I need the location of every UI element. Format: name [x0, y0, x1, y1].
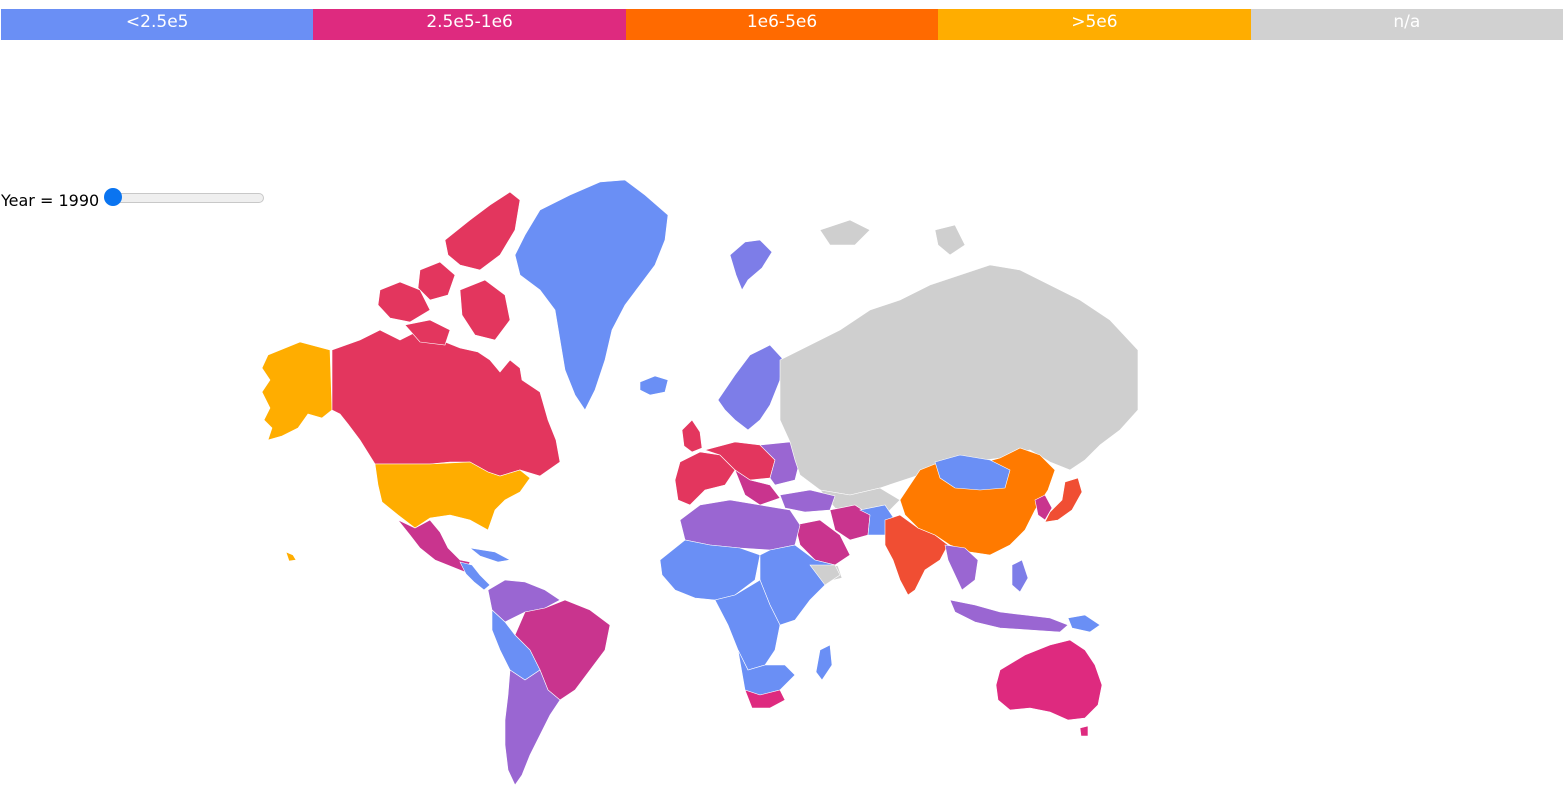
region-canada[interactable] — [331, 329, 561, 477]
region-greenland[interactable] — [514, 179, 669, 411]
region-central-africa[interactable] — [714, 579, 781, 671]
color-legend: <2.5e5 2.5e5-1e6 1e6-5e6 >5e6 n/a — [1, 9, 1564, 40]
region-horn-africa[interactable] — [809, 564, 841, 586]
region-caribbean[interactable] — [468, 547, 511, 563]
year-label-prefix: Year = — [1, 190, 59, 210]
year-value: 1990 — [58, 190, 100, 210]
region-japan[interactable] — [1044, 477, 1083, 523]
region-tasmania[interactable] — [1079, 725, 1089, 737]
region-central-america[interactable] — [459, 561, 491, 591]
region-png[interactable] — [1067, 614, 1101, 633]
year-slider-thumb[interactable] — [104, 187, 123, 206]
region-russia-islands-2[interactable] — [934, 224, 966, 256]
legend-item-gt-5e6[interactable]: >5e6 — [938, 9, 1251, 40]
region-canada-islands-3[interactable] — [444, 191, 521, 271]
region-canada-islands-1[interactable] — [377, 281, 431, 323]
region-southeast-asia[interactable] — [944, 544, 979, 591]
region-france-spain[interactable] — [674, 451, 736, 506]
region-south-africa[interactable] — [744, 689, 786, 709]
year-slider-track[interactable] — [104, 187, 265, 206]
region-scandinavia[interactable] — [717, 344, 783, 431]
legend-item-1e6-5e6[interactable]: 1e6-5e6 — [625, 9, 939, 40]
region-west-africa[interactable] — [659, 539, 761, 601]
year-label: Year = 1990 — [1, 191, 99, 210]
region-svalbard[interactable] — [729, 239, 773, 291]
region-mongolia[interactable] — [934, 454, 1011, 491]
region-australia[interactable] — [995, 639, 1103, 721]
region-uk[interactable] — [681, 419, 703, 453]
region-canada-islands-5[interactable] — [404, 319, 451, 346]
region-mexico[interactable] — [397, 519, 471, 573]
region-madagascar[interactable] — [815, 644, 833, 681]
region-hawaii[interactable] — [285, 551, 297, 562]
year-slider-control: Year = 1990 — [0, 187, 265, 212]
region-canada-islands-2[interactable] — [417, 261, 456, 301]
region-saudi-arabia[interactable] — [794, 519, 851, 566]
region-usa[interactable] — [374, 461, 531, 531]
legend-item-na[interactable]: n/a — [1250, 9, 1564, 40]
legend-item-lt-2-5e5[interactable]: <2.5e5 — [1, 9, 314, 40]
region-italy-balkans[interactable] — [734, 469, 781, 506]
region-alaska[interactable] — [261, 341, 333, 441]
region-iceland[interactable] — [639, 375, 669, 396]
region-korea[interactable] — [1034, 494, 1053, 521]
legend-item-2-5e5-1e6[interactable]: 2.5e5-1e6 — [313, 9, 626, 40]
region-philippines[interactable] — [1011, 559, 1029, 593]
region-argentina[interactable] — [504, 669, 561, 786]
region-canada-islands-4[interactable] — [459, 279, 511, 341]
region-indonesia[interactable] — [949, 599, 1069, 633]
region-russia-islands[interactable] — [819, 219, 871, 246]
